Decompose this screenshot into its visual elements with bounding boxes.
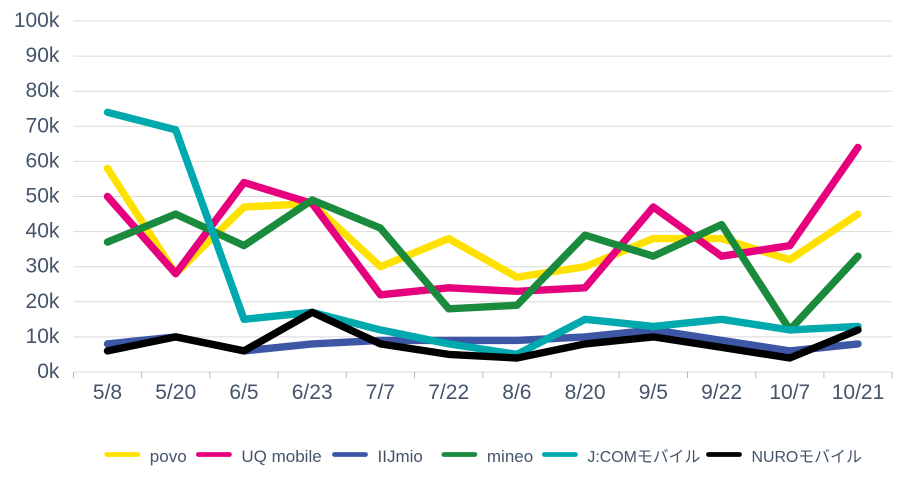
svg-text:NUROモバイル: NUROモバイル: [752, 449, 862, 466]
svg-text:8/6: 8/6: [502, 381, 531, 404]
svg-text:UQ mobile: UQ mobile: [241, 447, 321, 466]
svg-text:30k: 30k: [26, 255, 60, 278]
svg-text:7/22: 7/22: [428, 381, 469, 404]
svg-text:100k: 100k: [14, 9, 60, 32]
svg-text:60k: 60k: [26, 149, 60, 172]
svg-text:90k: 90k: [26, 44, 60, 67]
svg-text:10/7: 10/7: [769, 381, 810, 404]
svg-text:9/22: 9/22: [701, 381, 742, 404]
svg-text:7/7: 7/7: [366, 381, 395, 404]
svg-text:8/20: 8/20: [565, 381, 606, 404]
svg-text:9/5: 9/5: [639, 381, 668, 404]
svg-text:povo: povo: [150, 447, 187, 466]
svg-text:40k: 40k: [26, 220, 60, 243]
svg-text:70k: 70k: [26, 114, 60, 137]
svg-text:10k: 10k: [26, 325, 60, 348]
svg-text:0k: 0k: [37, 360, 60, 383]
svg-text:80k: 80k: [26, 79, 60, 102]
svg-text:IIJmio: IIJmio: [378, 447, 423, 466]
svg-text:20k: 20k: [26, 290, 60, 313]
svg-text:J:COMモバイル: J:COMモバイル: [587, 449, 700, 466]
svg-text:50k: 50k: [26, 185, 60, 208]
svg-text:5/8: 5/8: [93, 381, 122, 404]
svg-text:mineo: mineo: [487, 447, 533, 466]
svg-text:6/23: 6/23: [292, 381, 333, 404]
svg-text:5/20: 5/20: [155, 381, 196, 404]
svg-text:6/5: 6/5: [229, 381, 258, 404]
svg-text:10/21: 10/21: [832, 381, 885, 404]
